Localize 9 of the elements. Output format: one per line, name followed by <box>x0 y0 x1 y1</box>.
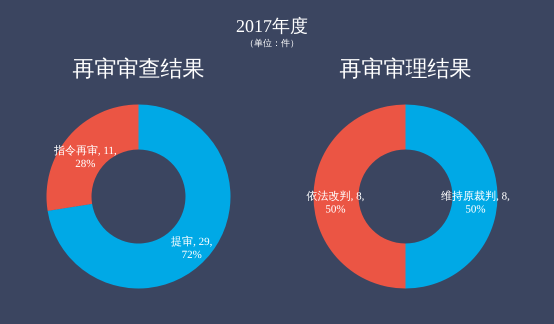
chart-title: 再审审查结果 <box>72 56 204 81</box>
donut-slice <box>406 104 498 288</box>
slice-label: 维持原裁判, 8, 50% <box>441 190 510 216</box>
text: （单位：件） <box>245 38 299 48</box>
donut-slice <box>46 104 138 211</box>
text: 2017年度 <box>236 16 308 36</box>
donut-slice <box>48 104 230 288</box>
chart-title: 再审审理结果 <box>340 56 472 81</box>
slice-label: 提审, 29, 72% <box>171 234 213 261</box>
